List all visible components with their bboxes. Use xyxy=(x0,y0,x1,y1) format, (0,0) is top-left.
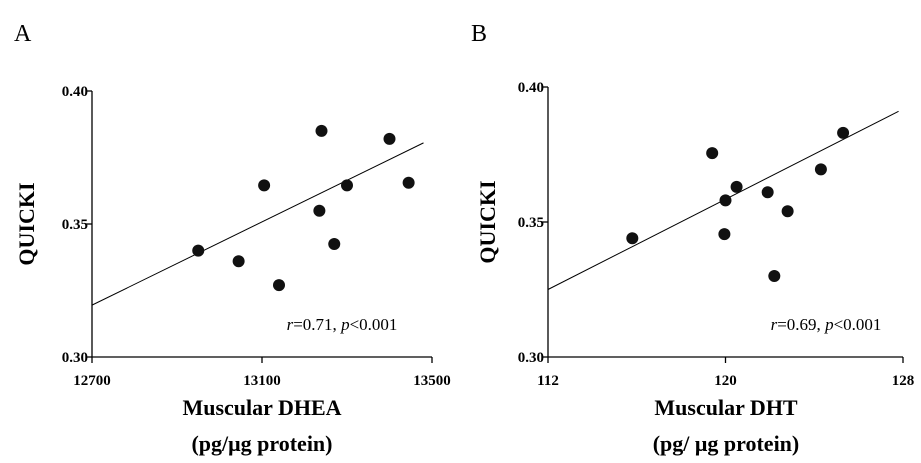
x-tick-label: 120 xyxy=(714,373,737,389)
panel-b: B 0.30 0.35 0.40 112 120 128 QUICKI Muscular DHT… xyxy=(471,21,914,456)
data-point xyxy=(706,147,719,160)
data-point xyxy=(232,255,245,268)
y-axis-title: QUICKI xyxy=(14,182,39,265)
data-point xyxy=(718,228,731,241)
panel-a: A 0.30 0.35 0.40 12700 13100 13500 QUICKI Muscul… xyxy=(14,21,451,456)
y-tick-label: 0.30 xyxy=(518,350,544,366)
data-point xyxy=(626,232,639,245)
data-point xyxy=(719,194,732,207)
data-point xyxy=(313,204,326,217)
y-tick-label: 0.30 xyxy=(62,350,88,366)
annotation-p: p xyxy=(340,315,350,334)
x-tick-label: 13500 xyxy=(413,373,451,389)
panel-label: A xyxy=(14,21,32,47)
y-tick-label: 0.35 xyxy=(518,215,544,231)
annotation-p-value: <0.001 xyxy=(834,315,882,334)
x-tick-label: 13100 xyxy=(243,373,281,389)
x-axis-title: Muscular DHT xyxy=(654,395,798,420)
y-tick-label: 0.40 xyxy=(518,80,544,96)
annotation-r-value: =0.71, xyxy=(293,315,341,334)
correlation-annotation: r=0.69, p<0.001 xyxy=(771,315,882,334)
data-point xyxy=(315,124,328,137)
annotation-p-value: <0.001 xyxy=(350,315,398,334)
y-axis-title: QUICKI xyxy=(475,180,500,263)
correlation-annotation: r=0.71, p<0.001 xyxy=(287,315,398,334)
x-axis-unit: (pg/μg protein) xyxy=(191,431,332,456)
x-axis-title: Muscular DHEA xyxy=(182,395,341,420)
annotation-p: p xyxy=(824,315,834,334)
x-tick-label: 12700 xyxy=(73,373,111,389)
y-tick-label: 0.35 xyxy=(62,217,88,233)
data-point xyxy=(781,205,794,218)
data-point xyxy=(273,279,285,292)
data-point xyxy=(328,237,341,250)
annotation-r-value: =0.69, xyxy=(777,315,825,334)
annotation-r: r xyxy=(287,315,294,334)
regression-line xyxy=(91,142,424,306)
data-point xyxy=(192,244,205,257)
annotation-r: r xyxy=(771,315,778,334)
data-point xyxy=(761,186,774,199)
x-axis-unit: (pg/ μg protein) xyxy=(653,431,800,456)
data-point xyxy=(730,180,743,193)
data-point xyxy=(768,270,781,282)
data-point xyxy=(837,126,850,139)
data-point xyxy=(814,163,827,176)
data-point xyxy=(341,179,353,192)
x-tick-label: 128 xyxy=(892,373,915,389)
data-point xyxy=(383,132,396,145)
panel-label: B xyxy=(471,21,487,47)
y-tick-label: 0.40 xyxy=(62,84,88,100)
data-point xyxy=(402,176,415,189)
x-tick-label: 112 xyxy=(537,373,559,389)
data-point xyxy=(258,179,271,192)
